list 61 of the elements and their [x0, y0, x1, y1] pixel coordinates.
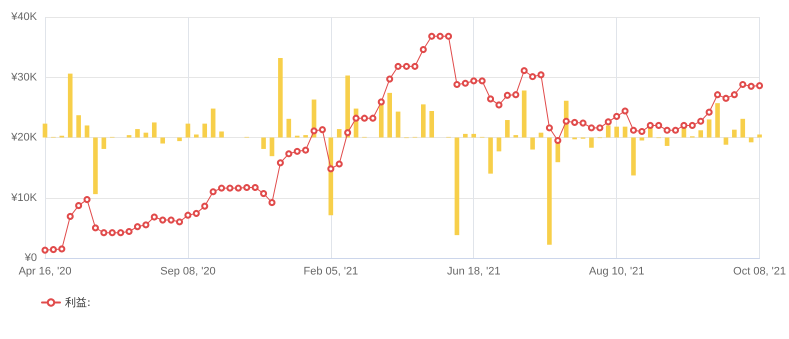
y-tick-label: ¥0 [24, 252, 37, 264]
bar [278, 58, 283, 138]
y-tick-label: ¥40K [10, 11, 38, 23]
y-tick-label: ¥30K [10, 71, 38, 84]
bar [622, 126, 628, 138]
bar [152, 122, 157, 138]
x-tick-label: Jun 18, '21 [447, 266, 500, 278]
bar [429, 110, 434, 138]
bar [42, 124, 48, 138]
bar [84, 125, 90, 138]
bar [538, 132, 544, 138]
x-tick-label: Apr 16, '20 [18, 266, 72, 278]
bar [698, 130, 704, 138]
bar [724, 138, 728, 145]
bar [530, 138, 535, 150]
bar [589, 138, 594, 148]
bar [420, 104, 426, 138]
bar [740, 118, 746, 138]
bar [194, 134, 199, 138]
bar [664, 138, 670, 146]
bar [210, 108, 216, 138]
x-tick-label: Oct 08, '21 [733, 266, 786, 278]
bar [463, 134, 468, 138]
bar [748, 138, 754, 142]
bar [336, 129, 342, 138]
bar [614, 126, 619, 138]
bar [270, 138, 274, 156]
bar [177, 138, 182, 142]
bar [160, 138, 166, 144]
bar [261, 138, 266, 149]
bar [757, 134, 762, 138]
x-tick-label: Feb 05, '21 [303, 266, 358, 278]
bar [488, 138, 493, 174]
bar [547, 138, 552, 245]
bar [286, 118, 292, 138]
bar [640, 138, 644, 141]
bar [68, 74, 73, 138]
bar [505, 120, 510, 138]
bar [135, 129, 140, 138]
bar [93, 138, 98, 194]
bar [631, 138, 636, 176]
x-tick-label: Aug 10, '21 [589, 266, 644, 278]
bar [186, 124, 190, 138]
x-tick-label: Sep 08, '20 [160, 266, 216, 278]
bar [76, 115, 81, 138]
bar [387, 92, 392, 138]
bar [102, 138, 106, 149]
bar [732, 130, 737, 138]
bar [454, 138, 460, 236]
bar [706, 119, 712, 138]
bar [144, 132, 148, 138]
legend-label: 利益: [65, 296, 91, 309]
bar [396, 112, 400, 138]
y-tick-label: ¥20K [10, 132, 38, 144]
bar [471, 134, 476, 138]
bar [496, 138, 502, 152]
bar [219, 131, 224, 138]
bar [522, 90, 526, 138]
y-tick-label: ¥10K [10, 192, 38, 204]
bar [202, 124, 208, 138]
bar [715, 103, 720, 138]
